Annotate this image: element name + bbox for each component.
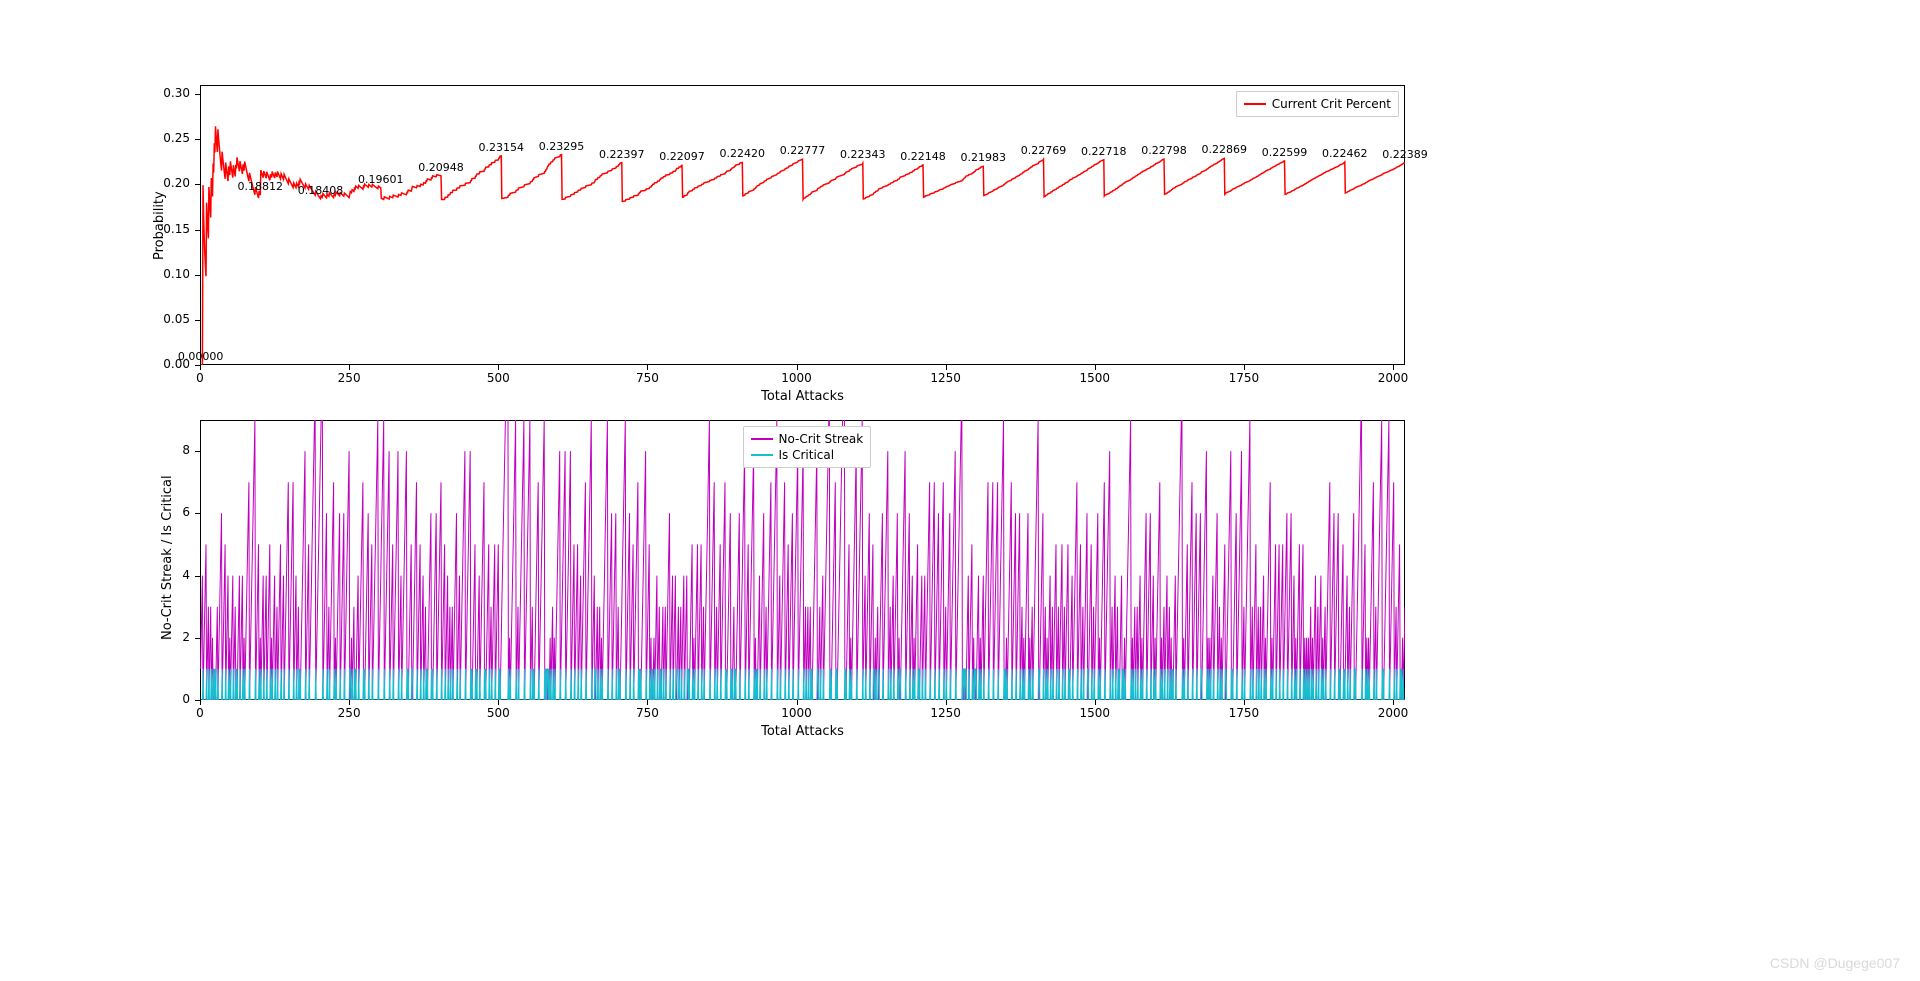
bottom-chart-xlabel: Total Attacks <box>200 724 1405 739</box>
series-line <box>201 296 1405 700</box>
bottom-chart-legend: No-Crit StreakIs Critical <box>743 426 872 468</box>
legend-swatch <box>751 454 773 456</box>
legend-item: Is Critical <box>751 447 864 463</box>
series-line <box>201 669 1405 700</box>
figure: 0.000.050.100.150.200.250.30 02505007501… <box>0 0 1520 780</box>
bottom-chart-ylabel: No-Crit Streak / Is Critical <box>160 475 175 640</box>
bottom-chart-plot <box>0 0 1520 780</box>
legend-label: No-Crit Streak <box>779 431 864 447</box>
legend-item: No-Crit Streak <box>751 431 864 447</box>
legend-label: Is Critical <box>779 447 835 463</box>
watermark: CSDN @Dugege007 <box>1770 955 1900 971</box>
legend-swatch <box>751 438 773 440</box>
